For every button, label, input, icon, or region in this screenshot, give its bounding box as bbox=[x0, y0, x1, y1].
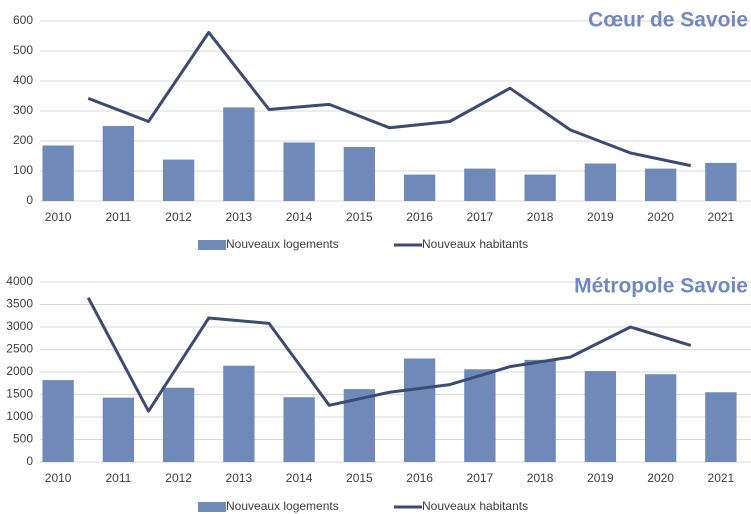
bar bbox=[644, 374, 677, 462]
bar bbox=[102, 397, 135, 462]
legend-label: Nouveaux habitants bbox=[422, 499, 528, 513]
line bbox=[87, 30, 692, 168]
y-tick-label: 400 bbox=[13, 73, 33, 87]
bar bbox=[464, 369, 496, 462]
bar bbox=[343, 147, 376, 201]
y-tick-label: 4000 bbox=[6, 274, 33, 288]
x-tick-label: 2021 bbox=[708, 210, 735, 224]
chart-title: Cœur de Savoie bbox=[588, 9, 748, 32]
x-tick-label: 2014 bbox=[286, 471, 313, 485]
x-tick-label: 2011 bbox=[105, 471, 131, 485]
x-tick-label: 2013 bbox=[226, 210, 253, 224]
bar bbox=[524, 359, 556, 462]
bar bbox=[464, 168, 496, 201]
x-tick-label: 2020 bbox=[647, 471, 674, 485]
bar bbox=[162, 387, 195, 462]
legend-label: Nouveaux logements bbox=[226, 237, 339, 251]
x-tick-label: 2018 bbox=[527, 471, 554, 485]
bar bbox=[42, 380, 74, 462]
x-tick-label: 2011 bbox=[105, 210, 131, 224]
bar bbox=[403, 358, 436, 462]
legend-label: Nouveaux logements bbox=[226, 499, 339, 513]
y-tick-label: 300 bbox=[13, 103, 33, 117]
legend-label: Nouveaux habitants bbox=[422, 237, 528, 251]
bar bbox=[403, 174, 436, 201]
y-tick-label: 500 bbox=[13, 432, 33, 446]
x-tick-label: 2010 bbox=[45, 210, 72, 224]
bar bbox=[584, 163, 617, 201]
x-tick-label: 2010 bbox=[45, 471, 72, 485]
x-tick-label: 2020 bbox=[647, 210, 674, 224]
bar bbox=[584, 371, 617, 462]
legend-swatch bbox=[198, 502, 226, 512]
x-tick-label: 2016 bbox=[406, 471, 433, 485]
x-tick-label: 2021 bbox=[708, 471, 735, 485]
bar bbox=[283, 142, 315, 201]
x-tick-label: 2012 bbox=[165, 210, 192, 224]
x-tick-label: 2015 bbox=[346, 210, 373, 224]
y-tick-label: 0 bbox=[26, 193, 33, 207]
bar bbox=[102, 126, 135, 201]
y-tick-label: 600 bbox=[13, 13, 33, 27]
x-tick-label: 2019 bbox=[587, 210, 614, 224]
x-tick-label: 2012 bbox=[165, 471, 192, 485]
y-tick-label: 200 bbox=[13, 133, 33, 147]
y-tick-label: 1000 bbox=[6, 409, 33, 423]
bar bbox=[705, 162, 737, 201]
y-tick-label: 3000 bbox=[6, 319, 33, 333]
x-tick-label: 2019 bbox=[587, 471, 614, 485]
y-tick-label: 0 bbox=[26, 454, 33, 468]
bar bbox=[223, 365, 255, 462]
y-tick-label: 2000 bbox=[6, 364, 33, 378]
y-tick-label: 1500 bbox=[6, 387, 33, 401]
line bbox=[86, 297, 692, 413]
y-tick-label: 2500 bbox=[6, 342, 33, 356]
x-tick-label: 2016 bbox=[406, 210, 433, 224]
x-tick-label: 2018 bbox=[527, 210, 554, 224]
bar bbox=[524, 174, 556, 201]
bar bbox=[42, 145, 74, 201]
y-tick-label: 3500 bbox=[6, 297, 33, 311]
x-tick-label: 2017 bbox=[467, 210, 494, 224]
legend-swatch bbox=[198, 240, 226, 250]
bar bbox=[283, 397, 315, 462]
y-tick-label: 500 bbox=[13, 43, 33, 57]
bar bbox=[223, 107, 255, 201]
x-tick-label: 2015 bbox=[346, 471, 373, 485]
chart-title: Métropole Savoie bbox=[574, 275, 748, 298]
x-tick-label: 2017 bbox=[467, 471, 494, 485]
bar bbox=[162, 159, 195, 201]
bar bbox=[644, 168, 677, 201]
y-tick-label: 100 bbox=[13, 163, 33, 177]
bar bbox=[705, 392, 737, 462]
x-tick-label: 2014 bbox=[286, 210, 313, 224]
x-tick-label: 2013 bbox=[226, 471, 253, 485]
